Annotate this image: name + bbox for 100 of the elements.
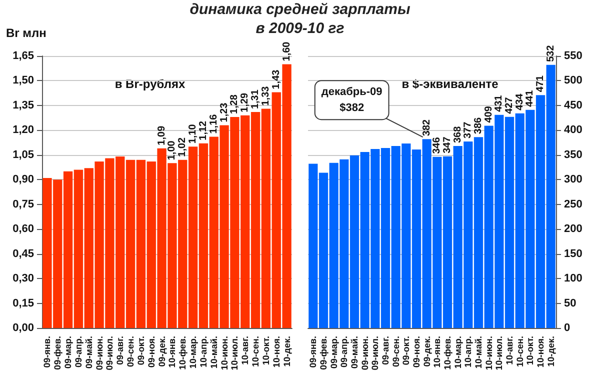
x-tick-label: 10-июл. bbox=[494, 336, 504, 370]
data-label: 386 bbox=[473, 116, 484, 134]
data-label: 382 bbox=[421, 118, 432, 136]
data-label: 409 bbox=[483, 106, 494, 123]
x-tick-label: 09-фев. bbox=[52, 336, 63, 370]
x-tick-label: 09-июл. bbox=[104, 336, 115, 370]
x-tick-label: 10-окт. bbox=[260, 336, 271, 366]
data-label: 1,33 bbox=[260, 86, 272, 106]
x-tick-label: 09-ноя. bbox=[412, 336, 422, 368]
y-tick-label: 0,45 bbox=[12, 248, 34, 260]
data-label: 471 bbox=[535, 74, 546, 92]
y-tick-label: 0,00 bbox=[12, 322, 34, 334]
y-tick-label: 350 bbox=[564, 148, 582, 161]
x-tick-label: 10-июн. bbox=[484, 336, 494, 370]
x-tick-label: 09-сен. bbox=[126, 336, 136, 367]
data-label: 377 bbox=[462, 121, 474, 139]
annotation: декабрь-09 $382 bbox=[321, 86, 382, 114]
x-tick-label: 10-дек. bbox=[282, 336, 292, 367]
x-tick-label: 09-июл. bbox=[370, 336, 380, 370]
data-label: 368 bbox=[452, 126, 464, 144]
x-tick-label: 10-ноя. bbox=[271, 336, 282, 368]
x-tick-label: 09-апр. bbox=[339, 336, 350, 368]
data-label: 1,02 bbox=[177, 136, 188, 157]
chart-title: динамика средней зарплаты в 2009-10 гг bbox=[190, 1, 410, 37]
x-tick-label: 09-дек. bbox=[156, 336, 167, 367]
y-tick-label: 0,60 bbox=[12, 223, 34, 236]
data-label: 1,60 bbox=[281, 41, 292, 62]
x-tick-label: 09-апр. bbox=[73, 336, 84, 368]
x-tick-label: 10-авг. bbox=[240, 336, 250, 365]
x-tick-label: 09-сен. bbox=[390, 336, 401, 367]
data-label: 1,09 bbox=[156, 125, 168, 146]
data-label: 1,28 bbox=[229, 94, 240, 114]
x-tick-label: 09-окт. bbox=[401, 336, 412, 366]
x-tick-label: 10-фев. bbox=[442, 336, 452, 370]
y-tick-label: 1,50 bbox=[12, 74, 34, 87]
x-tick-label: 09-июн. bbox=[360, 336, 370, 370]
data-label: 427 bbox=[504, 96, 515, 114]
text: в $-эквиваленте bbox=[402, 77, 499, 91]
data-label: 434 bbox=[514, 93, 526, 110]
y-tick-label: 1,20 bbox=[12, 124, 34, 136]
data-label: 431 bbox=[494, 94, 505, 112]
x-tick-label: 10-дек. bbox=[546, 336, 556, 367]
y-tick-label: 450 bbox=[564, 99, 582, 112]
data-label: 1,23 bbox=[218, 102, 230, 122]
x-tick-label: 09-май. bbox=[350, 336, 360, 369]
y-tick-label: 1,05 bbox=[12, 148, 34, 161]
data-label: 1,12 bbox=[198, 120, 209, 140]
x-tick-label: 09-мар. bbox=[328, 336, 339, 369]
x-tick-label: 10-май. bbox=[474, 336, 484, 369]
x-tick-label: 10-авг. bbox=[504, 336, 514, 365]
data-label: 532 bbox=[545, 44, 556, 62]
y-tick-label: 1,35 bbox=[12, 99, 34, 112]
y-tick-label: 500 bbox=[564, 74, 582, 87]
x-tick-label: 10-сен. bbox=[514, 336, 525, 367]
y-tick-label: 0,75 bbox=[12, 198, 34, 210]
x-tick-label: 09-мар. bbox=[63, 336, 74, 369]
data-label: 1,16 bbox=[208, 114, 220, 134]
x-tick-label: 10-июл. bbox=[230, 336, 240, 370]
x-tick-label: 09-июн. bbox=[94, 336, 104, 370]
x-tick-label: 09-дек. bbox=[422, 336, 432, 367]
data-label: 441 bbox=[524, 90, 536, 107]
y-tick-label: 0,90 bbox=[12, 174, 34, 186]
y-tick-label: 400 bbox=[564, 124, 582, 136]
x-tick-label: 10-янв. bbox=[432, 336, 442, 368]
data-label: 1,00 bbox=[166, 140, 178, 160]
data-label: 1,31 bbox=[250, 89, 262, 110]
x-tick-label: 10-мар. bbox=[188, 336, 198, 369]
x-tick-label: 10-мар. bbox=[452, 336, 463, 369]
y-tick-label: 250 bbox=[564, 198, 582, 210]
y-tick-label: 1,65 bbox=[12, 50, 34, 62]
y-tick-label: 300 bbox=[564, 174, 582, 186]
x-tick-label: 09-авг. bbox=[380, 336, 390, 365]
x-tick-label: 10-май. bbox=[208, 336, 219, 369]
x-tick-label: 09-окт. bbox=[136, 336, 146, 366]
x-tick-label: 09-май. bbox=[84, 336, 94, 369]
data-label: 1,29 bbox=[240, 92, 251, 112]
data-label: 347 bbox=[442, 136, 453, 154]
x-tick-label: 10-сен. bbox=[250, 336, 261, 367]
x-tick-label: 10-июн. bbox=[219, 336, 230, 370]
x-tick-label: 09-авг. bbox=[115, 336, 126, 365]
x-tick-label: 10-апр. bbox=[198, 336, 208, 368]
data-label: 346 bbox=[432, 136, 443, 154]
x-tick-label: 09-фев. bbox=[318, 336, 328, 370]
y-tick-label: 50 bbox=[564, 297, 576, 310]
x-tick-label: 10-янв. bbox=[167, 336, 178, 368]
data-label: 1,10 bbox=[188, 124, 199, 144]
y-tick-label: 100 bbox=[564, 272, 582, 285]
x-tick-label: 10-ноя. bbox=[536, 336, 546, 368]
y-tick-label: 550 bbox=[564, 50, 582, 62]
y-tick-label: 0,15 bbox=[12, 297, 34, 310]
data-label: 1,43 bbox=[270, 69, 282, 90]
y-tick-label: 0,30 bbox=[12, 272, 34, 285]
x-tick-label: 10-фев. bbox=[178, 336, 188, 370]
y-tick-label: 200 bbox=[564, 223, 582, 236]
y-axis-title: Br млн bbox=[6, 26, 46, 40]
x-tick-label: 10-апр. bbox=[463, 336, 474, 368]
x-tick-label: 09-янв. bbox=[308, 336, 318, 368]
y-tick-label: 0 bbox=[564, 322, 570, 334]
x-tick-label: 09-янв. bbox=[42, 336, 52, 368]
x-tick-label: 10-окт. bbox=[525, 336, 536, 366]
